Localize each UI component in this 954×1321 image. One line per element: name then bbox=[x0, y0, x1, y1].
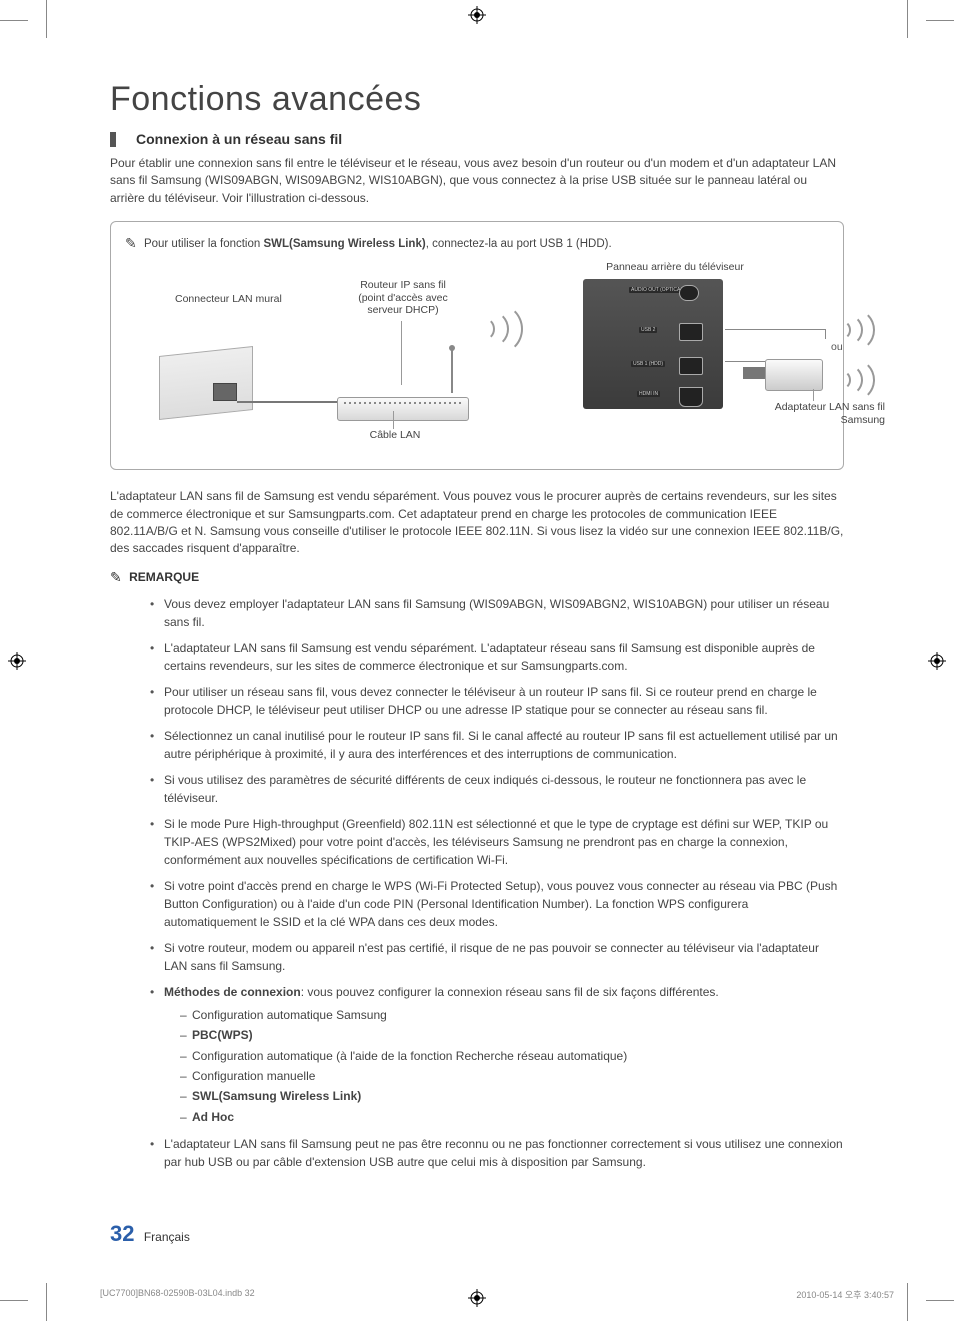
section-heading-row: Connexion à un réseau sans fil bbox=[110, 131, 844, 147]
or-label: ou bbox=[831, 341, 843, 353]
adapter-icon bbox=[765, 359, 823, 391]
list-item: Vous devez employer l'adaptateur LAN san… bbox=[150, 591, 844, 635]
method-text: PBC(WPS) bbox=[192, 1028, 253, 1042]
list-item: L'adaptateur LAN sans fil Samsung peut n… bbox=[150, 1131, 844, 1175]
usb1-line-a bbox=[725, 361, 765, 362]
diagram-note-prefix: Pour utiliser la fonction bbox=[144, 238, 264, 250]
list-item: Si le mode Pure High-throughput (Greenfi… bbox=[150, 811, 844, 873]
wall-jack-icon bbox=[213, 383, 237, 401]
port-usb2-icon bbox=[679, 323, 703, 341]
list-item: Si vous utilisez des paramètres de sécur… bbox=[150, 767, 844, 811]
port-usb2-label: USB 2 bbox=[639, 327, 657, 333]
usb2-line bbox=[725, 329, 825, 330]
diagram-area: Connecteur LAN mural Routeur IP sans fil… bbox=[125, 261, 829, 451]
cable-label: Câble LAN bbox=[355, 429, 435, 442]
router-label-l1: Routeur IP sans fil bbox=[360, 279, 446, 291]
port-usb1-icon bbox=[679, 357, 703, 375]
tv-panel-label: Panneau arrière du téléviseur bbox=[595, 261, 755, 274]
list-item: Sélectionnez un canal inutilisé pour le … bbox=[150, 723, 844, 767]
paragraph-2: L'adaptateur LAN sans fil de Samsung est… bbox=[110, 488, 844, 558]
remarque-list: Vous devez employer l'adaptateur LAN san… bbox=[110, 591, 844, 1175]
diagram-container: ✎ Pour utiliser la fonction SWL(Samsung … bbox=[110, 221, 844, 470]
note-icon: ✎ bbox=[125, 235, 137, 252]
page-footer: 32 Français bbox=[110, 1221, 190, 1247]
adapter-label-l1: Adaptateur LAN sans fil bbox=[775, 401, 885, 413]
manual-page: Fonctions avancées Connexion à un réseau… bbox=[0, 0, 954, 1321]
lan-cable-line bbox=[237, 401, 337, 403]
remarque-heading: ✎ REMARQUE bbox=[110, 568, 844, 585]
methods-lead-bold: Méthodes de connexion bbox=[164, 985, 301, 999]
router-label-l3: serveur DHCP) bbox=[367, 304, 438, 316]
section-marker-icon bbox=[110, 132, 116, 147]
method-item: PBC(WPS) bbox=[180, 1025, 844, 1045]
methods-sublist: Configuration automatique Samsung PBC(WP… bbox=[164, 1001, 844, 1127]
page-number: 32 bbox=[110, 1221, 134, 1246]
adapter-callout-line bbox=[813, 389, 814, 401]
tv-back-panel-icon: AUDIO OUT (OPTICAL) USB 2 USB 1 (HDD) HD… bbox=[583, 279, 723, 409]
wall-plate-icon bbox=[159, 346, 253, 420]
method-text: Configuration automatique Samsung bbox=[192, 1008, 387, 1022]
list-item: Si votre routeur, modem ou appareil n'es… bbox=[150, 935, 844, 979]
list-item: L'adaptateur LAN sans fil Samsung est ve… bbox=[150, 635, 844, 679]
router-callout-line bbox=[401, 321, 402, 385]
diagram-note-bold: SWL(Samsung Wireless Link) bbox=[263, 238, 425, 250]
method-text: Ad Hoc bbox=[192, 1110, 234, 1124]
diagram-note: ✎ Pour utiliser la fonction SWL(Samsung … bbox=[125, 234, 829, 251]
method-text: Configuration manuelle bbox=[192, 1069, 315, 1083]
usb2-line-drop bbox=[825, 329, 826, 339]
list-item: Pour utiliser un réseau sans fil, vous d… bbox=[150, 679, 844, 723]
wall-label: Connecteur LAN mural bbox=[175, 293, 285, 306]
method-item: Configuration automatique (à l'aide de l… bbox=[180, 1046, 844, 1066]
print-left: [UC7700]BN68-02590B-03L04.indb 32 bbox=[100, 1288, 255, 1301]
diagram-note-suffix: , connectez-la au port USB 1 (HDD). bbox=[426, 238, 612, 250]
cable-callout-line bbox=[393, 411, 394, 429]
section-heading: Connexion à un réseau sans fil bbox=[136, 131, 342, 147]
method-text: SWL(Samsung Wireless Link) bbox=[192, 1089, 361, 1103]
port-hdmi-icon bbox=[679, 387, 703, 407]
registration-mark-icon bbox=[928, 652, 946, 670]
methods-lead-rest: : vous pouvez configurer la connexion ré… bbox=[301, 985, 719, 999]
method-item: Configuration automatique Samsung bbox=[180, 1005, 844, 1025]
note-icon: ✎ bbox=[110, 569, 122, 586]
adapter-plug-icon bbox=[743, 367, 765, 379]
method-item: SWL(Samsung Wireless Link) bbox=[180, 1086, 844, 1106]
list-item-methods: Méthodes de connexion: vous pouvez confi… bbox=[150, 979, 844, 1131]
adapter-label-l2: Samsung bbox=[841, 414, 885, 426]
page-lang: Français bbox=[144, 1230, 190, 1244]
method-item: Configuration manuelle bbox=[180, 1066, 844, 1086]
method-item: Ad Hoc bbox=[180, 1107, 844, 1127]
router-label-l2: (point d'accès avec bbox=[358, 292, 448, 304]
page-title: Fonctions avancées bbox=[110, 80, 844, 119]
adapter-label: Adaptateur LAN sans fil Samsung bbox=[745, 401, 885, 426]
intro-paragraph: Pour établir une connexion sans fil entr… bbox=[110, 155, 844, 207]
method-text: Configuration automatique (à l'aide de l… bbox=[192, 1049, 627, 1063]
router-label: Routeur IP sans fil (point d'accès avec … bbox=[333, 279, 473, 317]
remarque-label: REMARQUE bbox=[129, 570, 199, 584]
registration-mark-icon bbox=[468, 6, 486, 24]
registration-mark-icon bbox=[8, 652, 26, 670]
port-usb1-label: USB 1 (HDD) bbox=[631, 361, 665, 367]
router-icon bbox=[337, 385, 467, 421]
wifi-waves-icon bbox=[471, 297, 531, 357]
print-right: 2010-05-14 오후 3:40:57 bbox=[796, 1288, 894, 1301]
list-item: Si votre point d'accès prend en charge l… bbox=[150, 873, 844, 935]
port-optical-icon bbox=[679, 285, 699, 301]
print-metadata: [UC7700]BN68-02590B-03L04.indb 32 2010-0… bbox=[100, 1288, 894, 1301]
wifi-waves-icon bbox=[831, 353, 881, 403]
port-hdmi-label: HDMI IN bbox=[637, 391, 660, 397]
